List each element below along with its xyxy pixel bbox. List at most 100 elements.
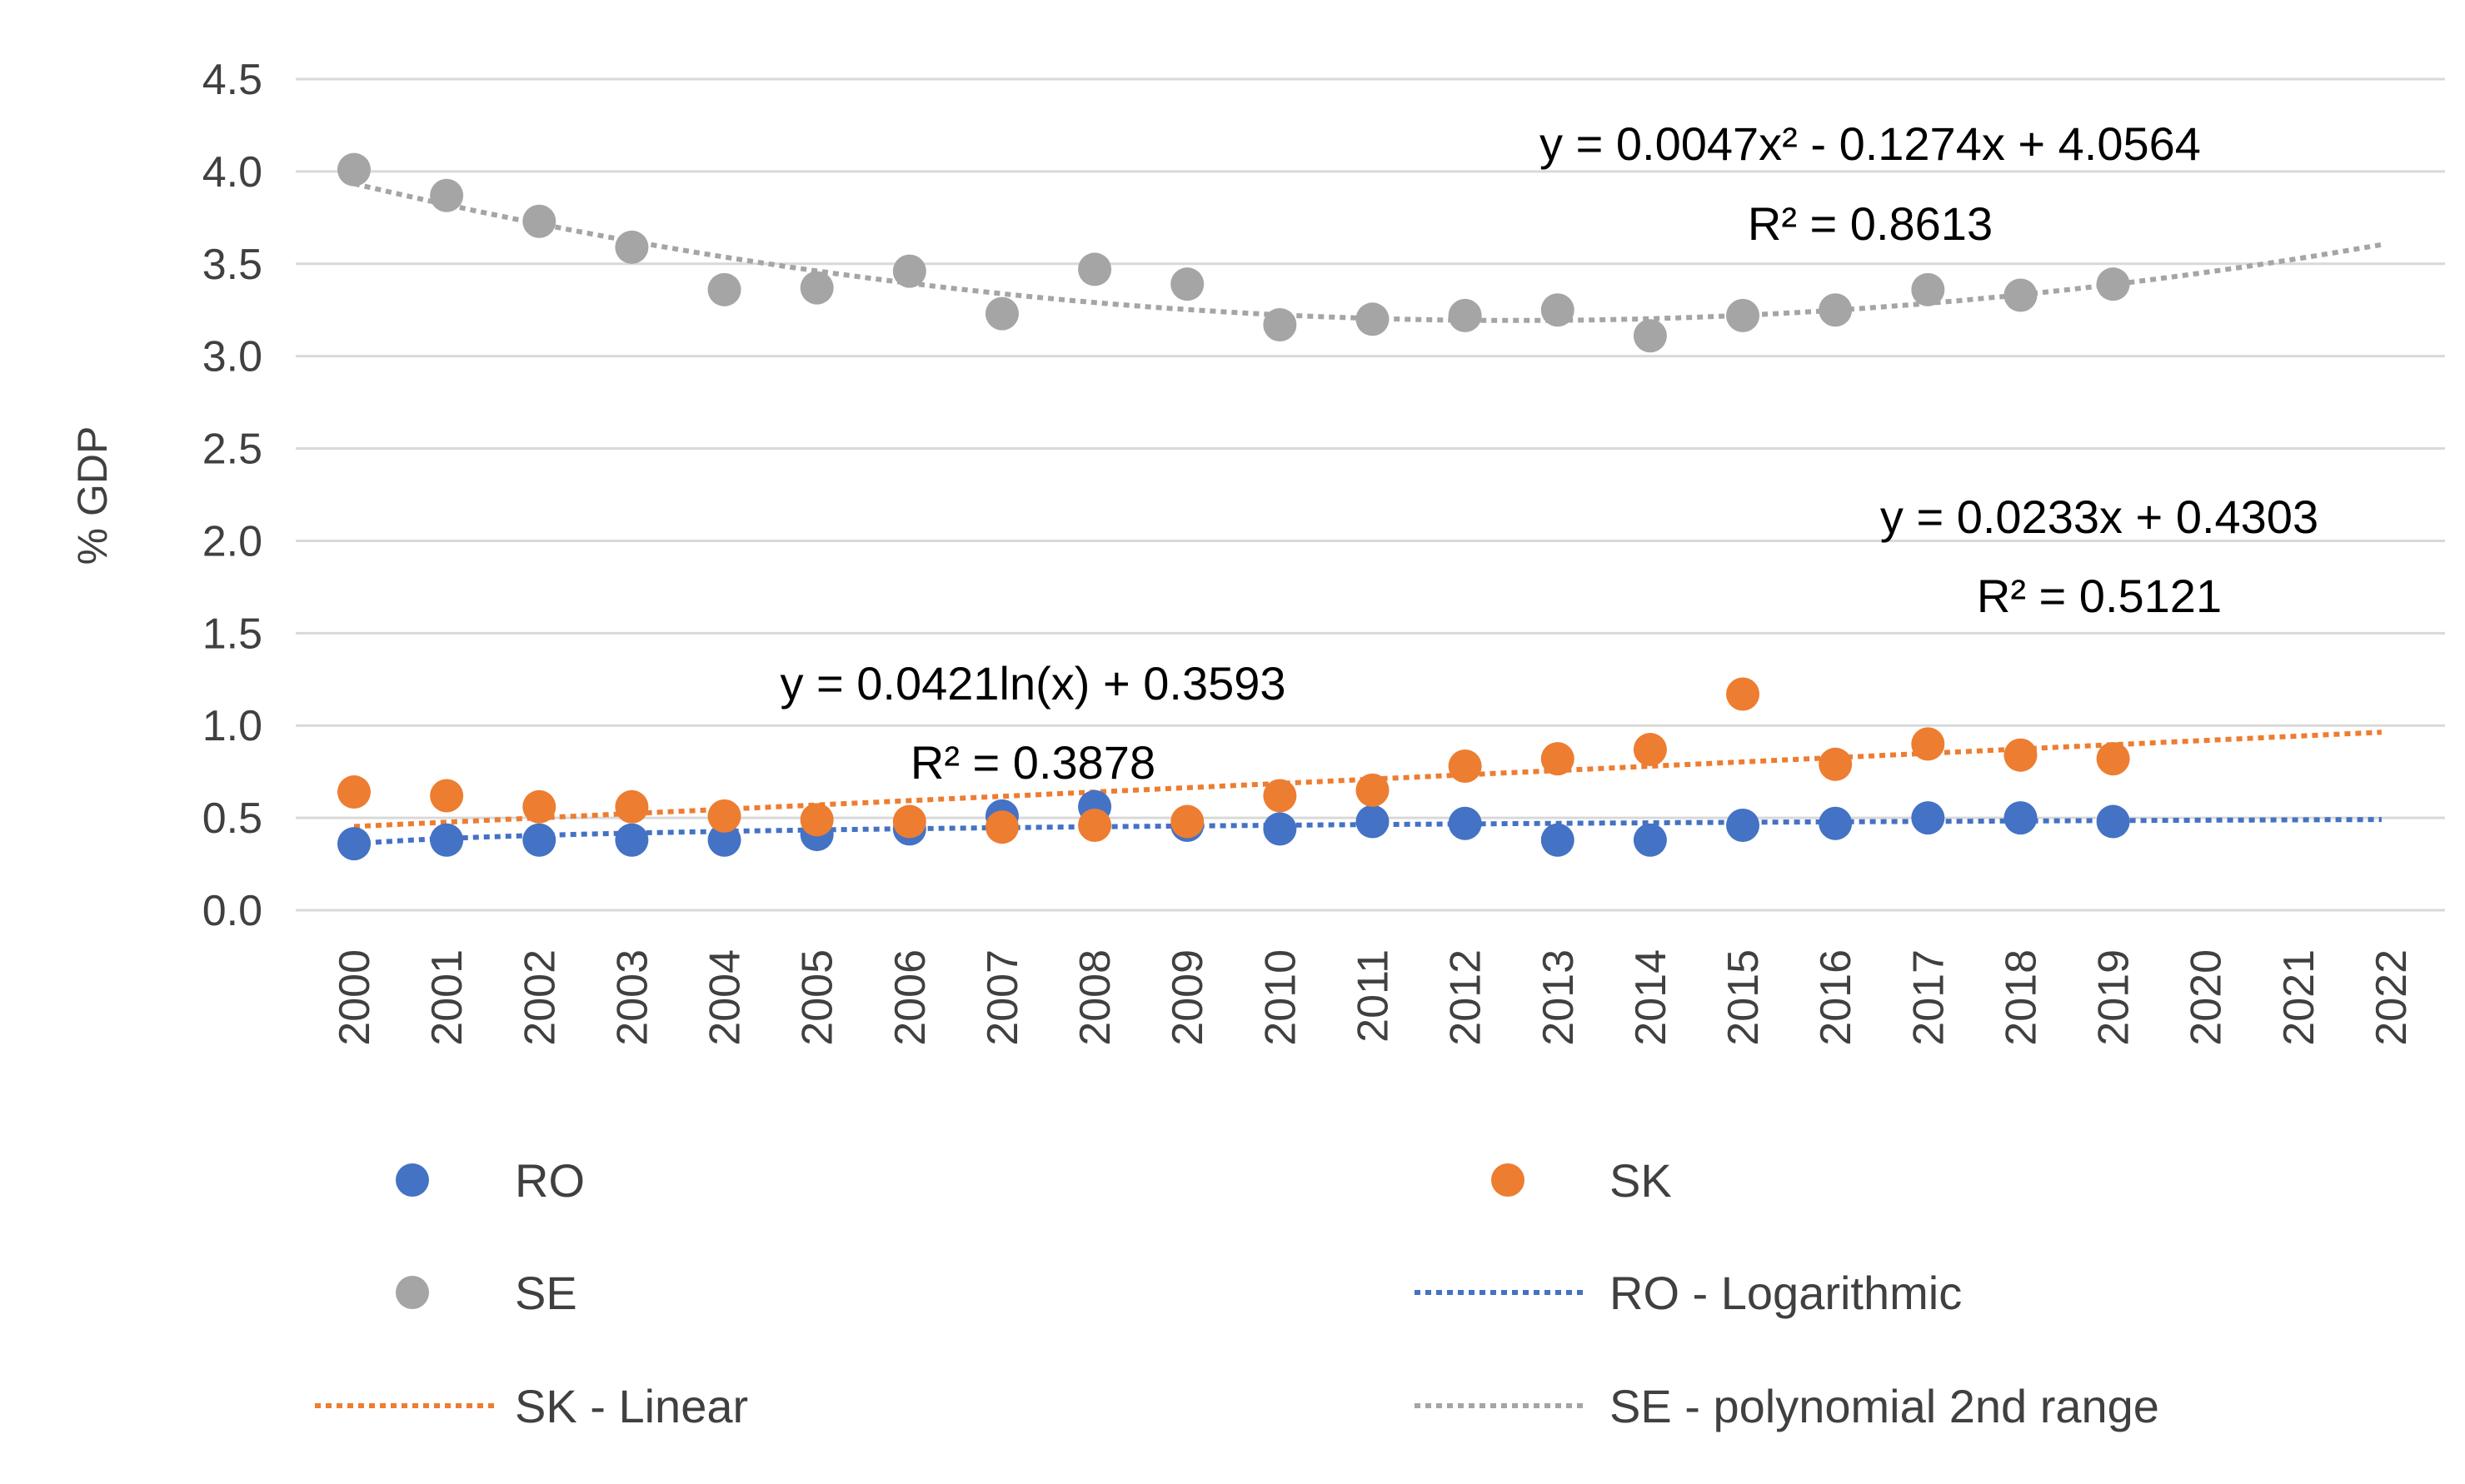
legend-item-ro-logarithmic[interactable]: RO - Logarithmic (1415, 1267, 1962, 1319)
legend-item-se[interactable]: SE (396, 1267, 577, 1319)
trendline-annotations: y = 0.0047x² - 0.1274x + 4.0564 R² = 0.8… (780, 117, 2318, 789)
x-tick-label: 2003 (608, 949, 656, 1046)
point-sk (892, 804, 926, 839)
x-tick-label: 2008 (1071, 949, 1120, 1046)
x-tick-label: 2022 (2368, 949, 2416, 1046)
x-tick-label: 2017 (1904, 949, 1953, 1046)
point-sk (615, 789, 649, 824)
point-sk (2003, 738, 2038, 772)
point-sk (1263, 779, 1297, 813)
trendline-sk (353, 730, 2383, 829)
point-se (430, 178, 464, 212)
trendline-se (353, 181, 2383, 323)
point-ro (2003, 801, 2038, 835)
trendline-ro (353, 817, 2382, 847)
legend-label-ro: RO (515, 1154, 585, 1207)
legend-item-se-polynomial[interactable]: SE - polynomial 2nd range (1415, 1380, 2159, 1432)
x-tick-label: 2016 (1812, 949, 1860, 1046)
x-tick-label: 2001 (423, 949, 472, 1046)
point-se (707, 272, 741, 306)
y-tick-label: 3.5 (202, 241, 262, 289)
point-se (1633, 319, 1667, 353)
point-se (1355, 302, 1390, 336)
x-tick-label: 2009 (1164, 949, 1212, 1046)
x-tick-label: 2012 (1442, 949, 1490, 1046)
point-sk (522, 789, 556, 824)
point-sk (985, 810, 1019, 844)
point-sk (1355, 773, 1390, 807)
sk-trend-equation: y = 0.0233x + 0.4303 (1880, 491, 2318, 543)
point-sk (2096, 742, 2130, 776)
point-ro (430, 823, 464, 857)
x-tick-label: 2020 (2183, 949, 2231, 1046)
point-ro (1633, 823, 1667, 857)
point-se (985, 296, 1019, 331)
x-tick-label: 2006 (886, 949, 935, 1046)
gridlines (296, 77, 2445, 912)
x-tick-label: 2002 (516, 949, 564, 1046)
point-sk (1078, 808, 1112, 842)
point-sk (430, 779, 464, 813)
y-axis-title: % GDP (69, 426, 116, 565)
point-ro (1263, 812, 1297, 846)
trendlines (353, 181, 2383, 847)
point-ro (707, 823, 741, 857)
y-tick-label: 2.0 (202, 517, 262, 565)
y-tick-label: 1.0 (202, 702, 262, 750)
point-sk (800, 803, 834, 837)
y-tick-label: 4.0 (202, 148, 262, 197)
x-tick-label: 2010 (1256, 949, 1305, 1046)
point-se (892, 254, 926, 288)
point-ro (2096, 804, 2130, 839)
y-tick-label: 2.5 (202, 426, 262, 474)
point-sk (1540, 742, 1574, 776)
legend-item-ro[interactable]: RO (396, 1154, 585, 1207)
x-tick-label: 2018 (1997, 949, 2045, 1046)
legend-label-ro-logarithmic: RO - Logarithmic (1609, 1267, 1962, 1319)
data-points (337, 152, 2130, 861)
point-ro (1911, 801, 1945, 835)
y-axis-ticks: 0.0 0.5 1.0 1.5 2.0 2.5 3.0 3.5 4.0 4.5 (202, 56, 262, 935)
legend-label-sk-linear: SK - Linear (515, 1380, 748, 1432)
point-se (1911, 272, 1945, 306)
se-trend-equation: y = 0.0047x² - 0.1274x + 4.0564 (1539, 117, 2201, 170)
x-tick-label: 2000 (331, 949, 379, 1046)
x-axis-ticks: 2000 2001 2002 2003 2004 2005 2006 2007 2008 2009… (331, 949, 2416, 1046)
point-se (800, 271, 834, 305)
legend-marker-sk (1491, 1163, 1524, 1197)
legend: RO SK SE RO - Logarithmic SK - Linear SE… (315, 1154, 2159, 1432)
y-tick-label: 0.5 (202, 794, 262, 843)
point-se (2096, 267, 2130, 301)
legend-label-sk: SK (1609, 1154, 1672, 1207)
point-se (1540, 293, 1574, 327)
ro-trend-r2: R² = 0.3878 (911, 736, 1155, 789)
legend-item-sk-linear[interactable]: SK - Linear (315, 1380, 748, 1432)
point-se (1448, 298, 1482, 332)
x-tick-label: 2005 (794, 949, 842, 1046)
point-se (2003, 278, 2038, 312)
point-ro (1819, 806, 1853, 840)
point-se (522, 204, 556, 238)
x-tick-label: 2021 (2275, 949, 2323, 1046)
legend-label-se-polynomial: SE - polynomial 2nd range (1609, 1380, 2159, 1432)
point-ro (1355, 804, 1390, 839)
point-se (1078, 252, 1112, 286)
point-se (337, 152, 371, 187)
x-tick-label: 2019 (2090, 949, 2138, 1046)
x-tick-label: 2015 (1719, 949, 1768, 1046)
point-sk (1911, 727, 1945, 761)
legend-marker-se (396, 1276, 429, 1309)
ro-trend-equation: y = 0.0421ln(x) + 0.3593 (780, 657, 1285, 710)
point-ro (337, 827, 371, 861)
point-sk (337, 775, 371, 809)
point-se (1726, 298, 1760, 332)
point-sk (1448, 749, 1482, 784)
sk-trend-r2: R² = 0.5121 (1977, 570, 2222, 622)
point-se (1170, 267, 1205, 301)
point-ro (615, 823, 649, 857)
point-sk (1170, 804, 1205, 839)
legend-item-sk[interactable]: SK (1491, 1154, 1672, 1207)
point-ro (1448, 806, 1482, 840)
x-tick-label: 2004 (701, 949, 750, 1046)
